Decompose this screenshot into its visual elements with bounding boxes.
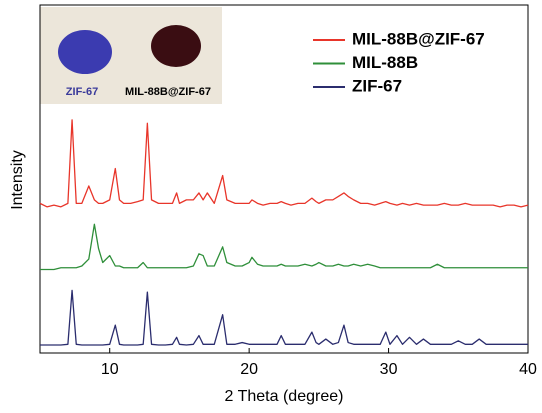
y-axis-label: Intensity — [9, 150, 26, 210]
inset-label: ZIF-67 — [66, 86, 98, 98]
x-tick-label: 40 — [519, 361, 537, 378]
x-tick-label: 30 — [380, 361, 398, 378]
line-series — [40, 223, 528, 271]
legend-label: ZIF-67 — [352, 76, 402, 95]
plot-frame — [39, 4, 529, 354]
x-tick-label: 10 — [101, 361, 119, 378]
legend-label: MIL-88B — [352, 53, 418, 72]
legend-label: MIL-88B@ZIF-67 — [352, 29, 485, 48]
x-axis-label: 2 Theta (degree) — [225, 388, 344, 405]
zif-powder — [58, 30, 112, 74]
line-series — [39, 119, 529, 208]
inset-photo: ZIF-67 MIL-88B@ZIF-67 — [40, 7, 222, 104]
composite-powder — [151, 25, 201, 67]
inset-label: MIL-88B@ZIF-67 — [125, 86, 211, 98]
x-tick-label: 20 — [240, 361, 258, 378]
line-series — [40, 289, 528, 346]
